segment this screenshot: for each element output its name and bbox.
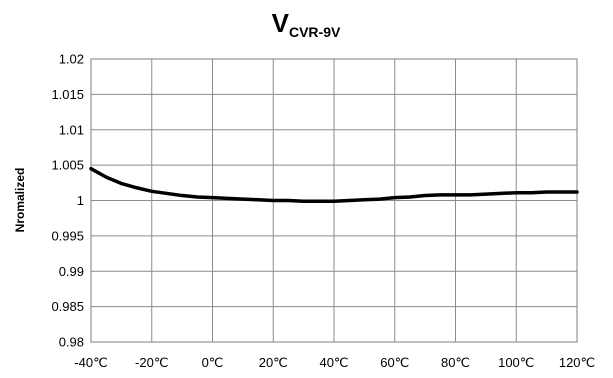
y-tick-labels: 0.98 0.985 0.99 0.995 1 1.005 1.01 1.015 1.02 [51,52,84,350]
y-tick-label: 0.985 [51,299,84,314]
x-tick-label: 100℃ [498,355,534,370]
x-tick-label: 120℃ [559,355,595,370]
x-tick-labels: -40℃ -20℃ 0℃ 20℃ 40℃ 60℃ 80℃ 100℃ 120℃ [74,355,595,370]
series-layer [89,166,579,203]
chart-title-subscript: CVR-9V [289,24,341,40]
y-tick-label: 1.005 [51,158,84,173]
y-tick-label: 0.995 [51,228,84,243]
y-tick-label: 1.015 [51,87,84,102]
y-tick-label: 0.98 [59,335,84,350]
chart-title: VCVR-9V [272,8,341,40]
plot-area-frame [90,58,578,343]
x-tick-label: -20℃ [135,355,168,370]
y-tick-label: 1 [77,193,84,208]
y-tick-label: 1.02 [59,52,84,67]
x-tick-label: -40℃ [74,355,107,370]
y-axis-label: Nromalized [13,168,27,233]
series-line [89,166,579,203]
y-tick-label: 1.01 [59,122,84,137]
chart-title-main: V [272,8,290,38]
x-tick-label: 0℃ [202,355,224,370]
x-tick-label: 80℃ [441,355,470,370]
x-tick-label: 20℃ [259,355,288,370]
y-tick-label: 0.99 [59,264,84,279]
x-tick-label: 40℃ [319,355,348,370]
x-tick-label: 60℃ [380,355,409,370]
